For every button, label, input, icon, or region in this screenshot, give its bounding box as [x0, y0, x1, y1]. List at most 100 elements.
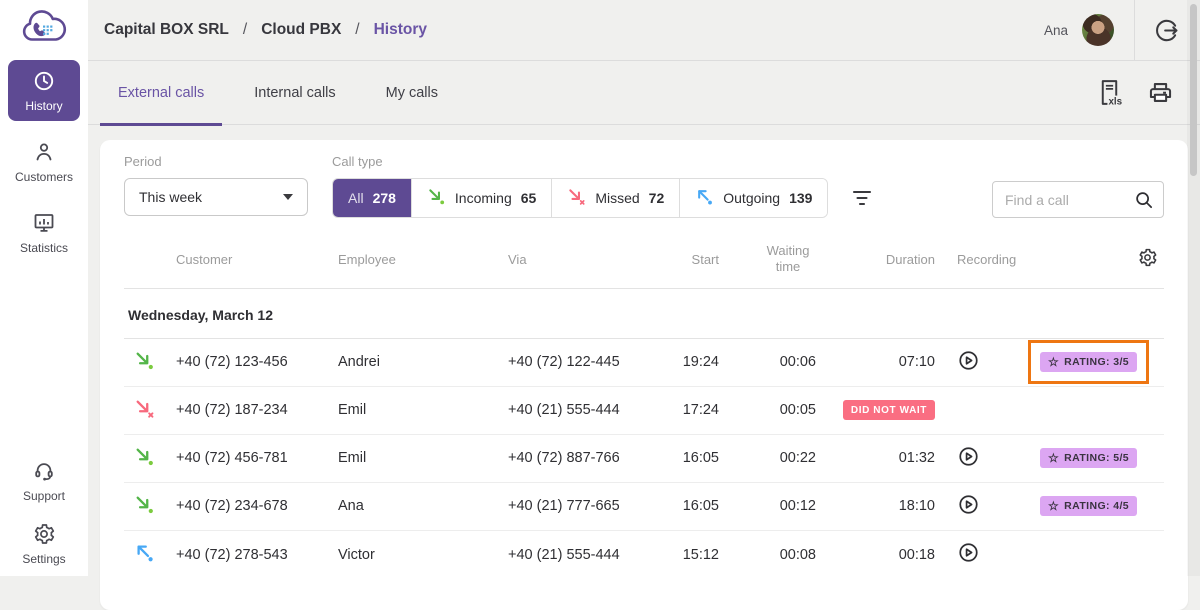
period-filter: Period This week	[124, 154, 308, 216]
search-icon[interactable]	[1133, 189, 1155, 211]
gear-icon[interactable]	[1137, 247, 1158, 268]
customer-number: +40 (72) 123-456	[176, 354, 288, 370]
call-type-cell	[124, 398, 172, 423]
call-type-cell	[124, 446, 172, 471]
content-card: Period This week Call type All 278	[100, 140, 1188, 610]
call-type-label: Call type	[332, 154, 383, 169]
scrollbar-track[interactable]	[1187, 0, 1200, 576]
tab-actions: xls	[1096, 78, 1174, 107]
tab-label: External calls	[118, 84, 205, 101]
topbar-user-area: Ana	[1044, 0, 1180, 60]
call-type-missed-button[interactable]: Missed 72	[551, 179, 680, 217]
period-value: This week	[139, 189, 203, 205]
call-type-cell	[124, 350, 172, 375]
incoming-call-icon	[134, 350, 155, 375]
column-employee: Employee	[338, 251, 396, 267]
table-row[interactable]: +40 (72) 234-678 Ana +40 (21) 777-665 16…	[124, 483, 1164, 531]
tab-label: My calls	[385, 84, 439, 101]
period-select[interactable]: This week	[124, 178, 308, 216]
rating-text: RATING: 5/5	[1064, 452, 1130, 464]
duration-value: 01:32	[898, 450, 935, 466]
table-row[interactable]: +40 (72) 123-456 Andrei +40 (72) 122-445…	[124, 339, 1164, 387]
logout-icon[interactable]	[1153, 17, 1180, 44]
via-number: +40 (72) 122-445	[508, 354, 620, 370]
play-recording-button[interactable]	[957, 541, 980, 564]
call-type-segmented: All 278 Incoming 65 Missed	[332, 178, 829, 218]
employee-name: Ana	[338, 498, 364, 514]
table-row[interactable]: +40 (72) 187-234 Emil +40 (21) 555-444 1…	[124, 387, 1164, 435]
headset-icon	[32, 459, 56, 486]
rating-cell: ☆ RATING: 3/5	[1028, 340, 1164, 384]
duration-cell: 18:10	[820, 498, 939, 514]
filters-row: Period This week Call type All 278	[124, 140, 1164, 218]
play-recording-button[interactable]	[957, 493, 980, 516]
column-via: Via	[508, 251, 527, 267]
tab-my-calls[interactable]: My calls	[368, 61, 456, 125]
sidebar-item-label: History	[25, 99, 63, 113]
segment-count: 65	[520, 190, 537, 206]
call-type-cell	[124, 542, 172, 567]
segment-count: 278	[372, 190, 396, 206]
call-type-outgoing-button[interactable]: Outgoing 139	[679, 179, 828, 217]
sidebar-item-label: Statistics	[19, 241, 68, 256]
outgoing-arrow-icon	[695, 187, 714, 209]
svg-text:xls: xls	[1108, 96, 1122, 107]
via-number: +40 (21) 555-444	[508, 546, 620, 563]
sidebar-item-customers[interactable]: Customers	[8, 131, 80, 192]
segment-count: 139	[789, 190, 813, 206]
duration-cell: DID NOT WAIT	[820, 400, 939, 420]
user-name: Ana	[1043, 22, 1068, 38]
cloud-phone-logo	[17, 9, 71, 54]
via-number: +40 (72) 887-766	[508, 450, 620, 466]
print-icon[interactable]	[1147, 79, 1174, 106]
user-avatar[interactable]	[1082, 14, 1114, 46]
play-recording-button[interactable]	[957, 445, 980, 468]
sidebar-item-label: Customers	[14, 170, 73, 185]
sidebar-item-settings[interactable]: Settings	[8, 513, 80, 574]
filter-lines-icon[interactable]	[848, 178, 876, 218]
breadcrumb-company[interactable]: Capital BOX SRL	[104, 21, 229, 38]
call-type-incoming-button[interactable]: Incoming 65	[410, 179, 552, 217]
sidebar-item-support[interactable]: Support	[8, 450, 80, 511]
customer-number: +40 (72) 187-234	[176, 402, 288, 418]
did-not-wait-badge: DID NOT WAIT	[842, 400, 935, 420]
play-recording-button[interactable]	[957, 349, 980, 372]
star-icon: ☆	[1048, 451, 1060, 465]
sidebar-item-statistics[interactable]: Statistics	[8, 202, 80, 263]
tabbar: External calls Internal calls My calls x…	[88, 61, 1200, 126]
outgoing-call-icon	[134, 542, 155, 567]
scrollbar-thumb[interactable]	[1190, 4, 1197, 176]
search-input[interactable]	[1005, 191, 1133, 208]
call-type-all-button[interactable]: All 278	[333, 179, 411, 217]
missed-arrow-icon	[567, 187, 586, 209]
table-header: Customer Employee Via Start Waiting time…	[124, 228, 1164, 289]
recording-cell	[939, 445, 1036, 472]
bar-chart-monitor-icon	[32, 211, 56, 238]
employee-name: Emil	[338, 450, 367, 466]
breadcrumb-separator: /	[355, 21, 360, 38]
duration-cell: 07:10	[820, 354, 939, 370]
rating-highlight-box: ☆ RATING: 4/5	[1040, 496, 1138, 516]
search-box	[992, 181, 1164, 218]
breadcrumb-section[interactable]: Cloud PBX	[261, 21, 342, 38]
segment-label: Missed	[595, 190, 640, 206]
xls-export-icon[interactable]: xls	[1096, 78, 1123, 107]
period-label: Period	[124, 154, 162, 169]
call-type-cell	[124, 494, 172, 519]
gear-icon	[32, 522, 56, 549]
segment-label: All	[348, 190, 364, 206]
tab-external-calls[interactable]: External calls	[100, 61, 223, 126]
table-row[interactable]: +40 (72) 456-781 Emil +40 (72) 887-766 1…	[124, 435, 1164, 483]
tab-internal-calls[interactable]: Internal calls	[236, 61, 353, 125]
chevron-down-icon	[283, 194, 293, 200]
sidebar: History Customers Statistics Support Set…	[0, 0, 88, 576]
waiting-time: 00:08	[779, 546, 816, 563]
star-icon: ☆	[1048, 355, 1060, 369]
column-waiting-time: Waiting time	[766, 243, 810, 275]
customer-number: +40 (72) 456-781	[176, 450, 288, 466]
rating-badge: ☆ RATING: 3/5	[1040, 352, 1138, 372]
table-row[interactable]: +40 (72) 278-543 Victor +40 (21) 555-444…	[124, 531, 1164, 579]
sidebar-item-history[interactable]: History	[8, 60, 80, 122]
waiting-time: 00:06	[779, 354, 816, 370]
table-body: +40 (72) 123-456 Andrei +40 (72) 122-445…	[124, 339, 1164, 579]
